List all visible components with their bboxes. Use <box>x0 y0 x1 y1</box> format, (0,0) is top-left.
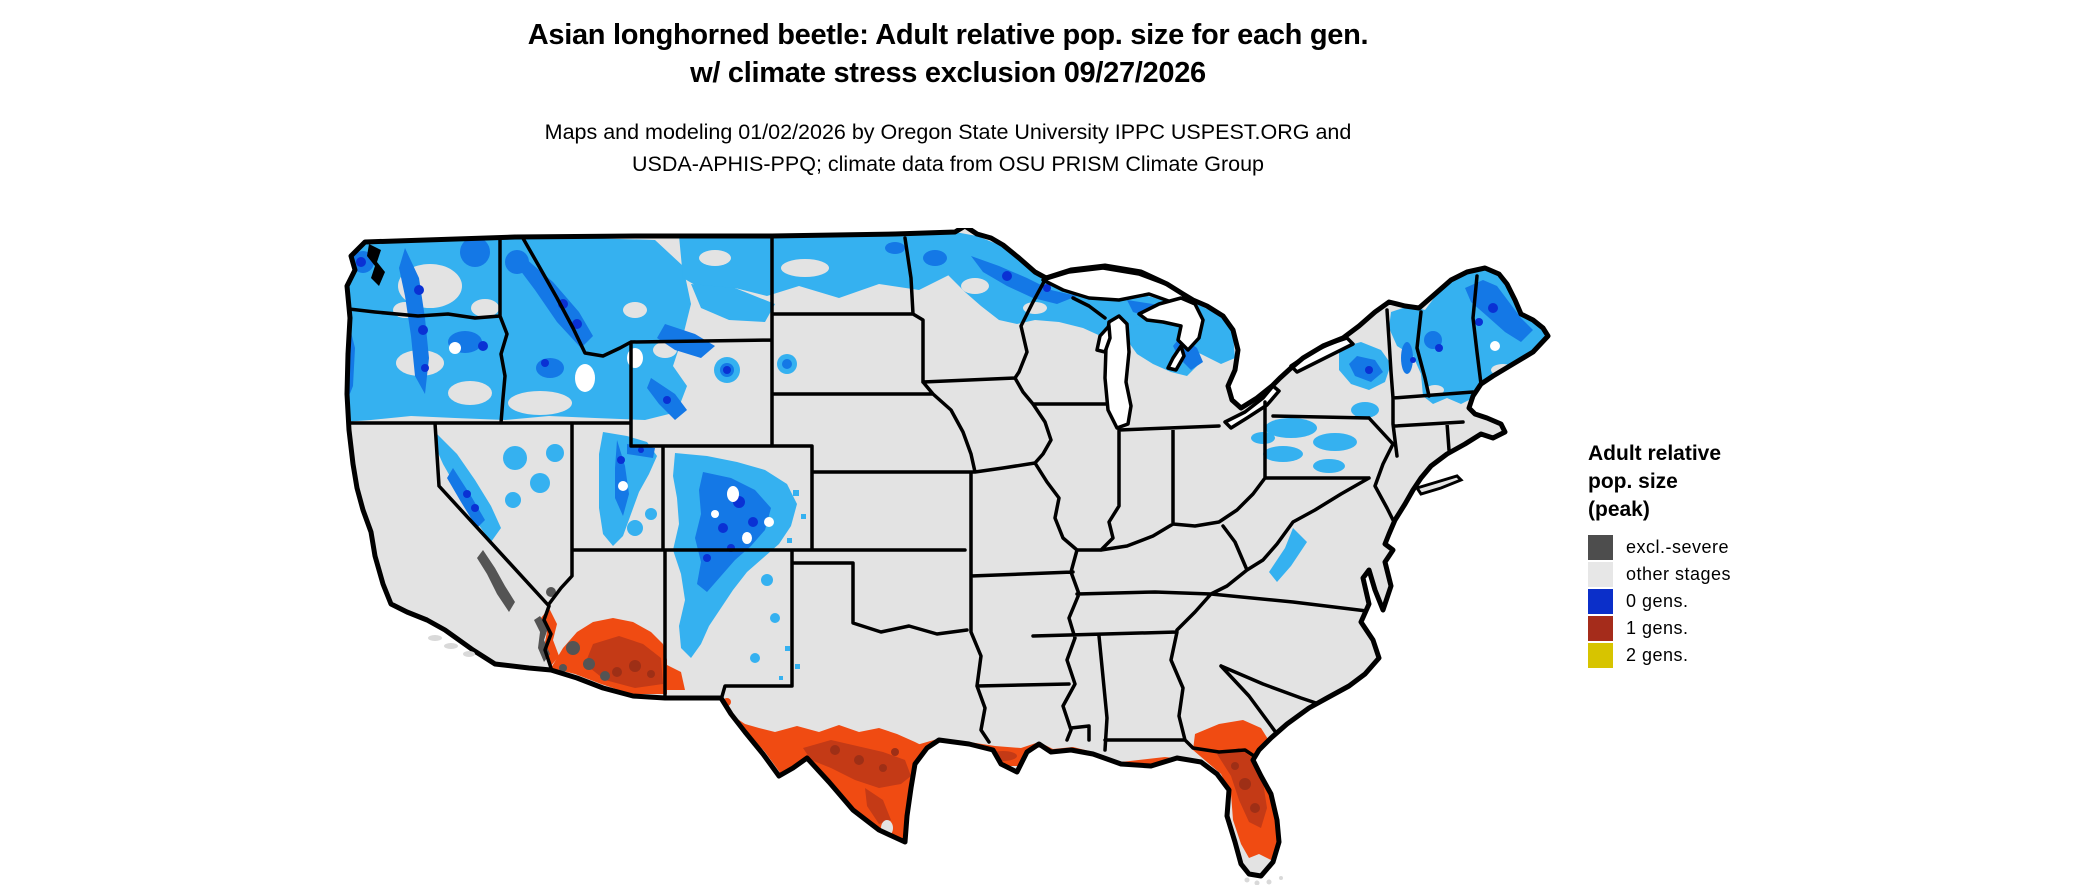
legend-swatch-0-gens <box>1588 589 1613 614</box>
chart-title: Asian longhorned beetle: Adult relative … <box>0 16 1896 92</box>
legend-title: Adult relative pop. size (peak) <box>1588 440 1888 524</box>
florida-keys <box>1244 876 1283 886</box>
legend-item-1-gens: 1 gens. <box>1588 615 1888 642</box>
tip-gray-holes <box>881 820 1274 874</box>
legend-item-0-gens: 0 gens. <box>1588 588 1888 615</box>
subtitle-line-2: USDA-APHIS-PPQ; climate data from OSU PR… <box>631 152 1265 176</box>
lake-erie <box>1223 384 1281 430</box>
great-lakes <box>1041 266 1355 430</box>
legend-item-excl-severe: excl.-severe <box>1588 534 1888 561</box>
legend-item-2-gens: 2 gens. <box>1588 642 1888 669</box>
puget-sound <box>367 244 385 286</box>
state-borders <box>347 231 1483 760</box>
us-outline <box>344 223 1551 879</box>
saginaw-bay <box>1166 344 1186 372</box>
legend-label: excl.-severe <box>1626 537 1730 557</box>
legend-label: 0 gens. <box>1626 591 1689 611</box>
legend-swatch-1-gens <box>1588 616 1613 641</box>
legend-swatch-excl-severe <box>1588 535 1613 560</box>
gen0-mid-regions <box>347 237 1533 592</box>
legend-title-line-1: Adult relative <box>1588 442 1722 465</box>
severe-exclusion-regions <box>477 550 610 681</box>
green-bay <box>1095 324 1112 354</box>
us-map-container <box>335 223 1565 886</box>
title-line-2: w/ climate stress exclusion 09/27/2026 <box>690 57 1206 89</box>
legend-swatch-other-stages <box>1588 562 1613 587</box>
lake-huron <box>1137 296 1205 352</box>
legend-title-line-3: (peak) <box>1588 498 1650 521</box>
legend-items: excl.-severe other stages 0 gens. 1 gens… <box>1588 534 1888 669</box>
long-island <box>1414 474 1464 496</box>
channel-islands <box>428 635 475 657</box>
legend: Adult relative pop. size (peak) excl.-se… <box>1588 440 1888 669</box>
legend-item-other-stages: other stages <box>1588 561 1888 588</box>
legend-label: other stages <box>1626 564 1732 584</box>
legend-label: 1 gens. <box>1626 618 1689 638</box>
subtitle-line-1: Maps and modeling 01/02/2026 by Oregon S… <box>544 120 1352 144</box>
gen1-dark-regions <box>612 660 1260 813</box>
legend-swatch-2-gens <box>1588 643 1613 668</box>
legend-title-line-2: pop. size <box>1588 470 1678 493</box>
legend-label: 2 gens. <box>1626 645 1689 665</box>
chart-subtitle: Maps and modeling 01/02/2026 by Oregon S… <box>0 116 1896 180</box>
lake-michigan <box>1103 314 1133 430</box>
title-line-1: Asian longhorned beetle: Adult relative … <box>527 19 1369 51</box>
us-map <box>344 223 1551 886</box>
